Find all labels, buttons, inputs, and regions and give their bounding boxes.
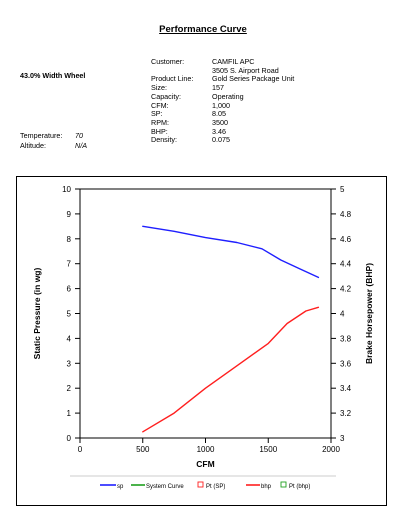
info-row: Customer: CAMFIL APC xyxy=(151,57,294,67)
info-value: 3500 xyxy=(212,117,228,127)
y-tick-label: 9 xyxy=(67,210,72,219)
info-row: Size: 157 xyxy=(151,83,294,93)
y-tick-label: 5 xyxy=(67,310,72,319)
info-row: Capacity: Operating xyxy=(151,91,294,102)
y-tick-label: 10 xyxy=(62,185,71,194)
y2-axis-title: Brake Horsepower (BHP) xyxy=(364,263,374,364)
wheel-width-label: 43.0% Width Wheel xyxy=(20,71,86,80)
x-tick-label: 2000 xyxy=(322,445,340,454)
info-key: Density: xyxy=(151,135,177,145)
y-tick-label: 3 xyxy=(67,359,72,368)
info-value: Gold Series Package Unit xyxy=(212,74,295,84)
y-tick-label: 1 xyxy=(67,409,72,418)
info-row: Product Line: Gold Series Package Unit xyxy=(151,75,294,84)
altitude-value: N/A xyxy=(75,141,87,150)
legend-label: sp xyxy=(117,484,124,490)
info-value: CAMFIL APC xyxy=(212,57,255,66)
fan-info-table: Customer: CAMFIL APC 3505 S. Airport Road P… xyxy=(151,57,294,145)
series-line-bhp xyxy=(142,306,320,433)
x-tick-label: 1500 xyxy=(259,445,277,454)
info-value: 157 xyxy=(212,83,224,93)
info-key: Product Line: xyxy=(151,74,194,84)
y2-tick-label: 3 xyxy=(340,434,345,443)
info-key: Customer: xyxy=(151,57,185,66)
info-key: BHP: xyxy=(151,126,168,136)
y2-tick-label: 3.6 xyxy=(340,359,352,368)
y2-tick-label: 4.6 xyxy=(340,235,352,244)
temperature-row: Temperature: 70 xyxy=(20,131,83,140)
info-value: Operating xyxy=(212,91,244,101)
y-tick-label: 2 xyxy=(67,384,72,393)
info-key: Size: xyxy=(151,83,167,93)
x-tick-label: 1000 xyxy=(197,445,215,454)
info-key: SP: xyxy=(151,109,163,119)
plot-area-border xyxy=(79,188,332,439)
temperature-label: Temperature: xyxy=(20,131,63,140)
info-key: CFM: xyxy=(151,100,169,110)
x-tick-label: 500 xyxy=(136,445,150,454)
y-tick-label: 0 xyxy=(67,434,72,443)
altitude-label: Altitude: xyxy=(20,141,46,150)
temperature-value: 70 xyxy=(75,131,83,140)
y-tick-label: 6 xyxy=(67,285,72,294)
page-title: Performance Curve xyxy=(159,24,247,35)
legend-swatch-marker xyxy=(197,481,204,488)
legend-swatch-marker xyxy=(280,481,287,488)
legend-label: System Curve xyxy=(146,484,184,490)
info-value: 0.075 xyxy=(212,135,230,145)
y2-tick-label: 5 xyxy=(340,185,345,194)
y2-tick-label: 3.2 xyxy=(340,409,352,418)
y2-tick-label: 3.4 xyxy=(340,384,352,393)
y2-tick-label: 3.8 xyxy=(340,334,352,343)
info-key: Capacity: xyxy=(151,91,181,101)
info-value: 3.46 xyxy=(212,126,226,136)
y2-tick-label: 4.4 xyxy=(340,260,352,269)
legend-label: Pt (bhp) xyxy=(289,484,310,490)
x-tick-label: 0 xyxy=(78,445,83,454)
info-row: CFM: 1,000 xyxy=(151,100,294,111)
legend-label: bhp xyxy=(261,484,272,490)
y-tick-label: 4 xyxy=(67,334,72,343)
info-value: 3505 S. Airport Road xyxy=(212,65,279,75)
info-key: RPM: xyxy=(151,117,169,127)
info-value: 1,000 xyxy=(212,100,230,110)
y-axis-title: Static Pressure (in wg) xyxy=(32,268,42,360)
chart-frame xyxy=(16,176,387,506)
info-row: BHP: 3.46 xyxy=(151,126,294,137)
info-row: RPM: 3500 xyxy=(151,117,294,128)
legend-label: Pt (SP) xyxy=(206,484,225,490)
altitude-row: Altitude: N/A xyxy=(20,141,87,150)
info-row: SP: 8.05 xyxy=(151,110,294,119)
info-value: 8.05 xyxy=(212,109,226,119)
info-row: Density: 0.075 xyxy=(151,136,294,145)
info-row: 3505 S. Airport Road xyxy=(151,65,294,76)
y-tick-label: 7 xyxy=(67,260,72,269)
y2-tick-label: 4.8 xyxy=(340,210,352,219)
series-line-sp xyxy=(142,225,320,279)
y2-tick-label: 4.2 xyxy=(340,285,352,294)
y-tick-label: 8 xyxy=(67,235,72,244)
y2-tick-label: 4 xyxy=(340,310,345,319)
x-axis-title: CFM xyxy=(196,459,214,469)
